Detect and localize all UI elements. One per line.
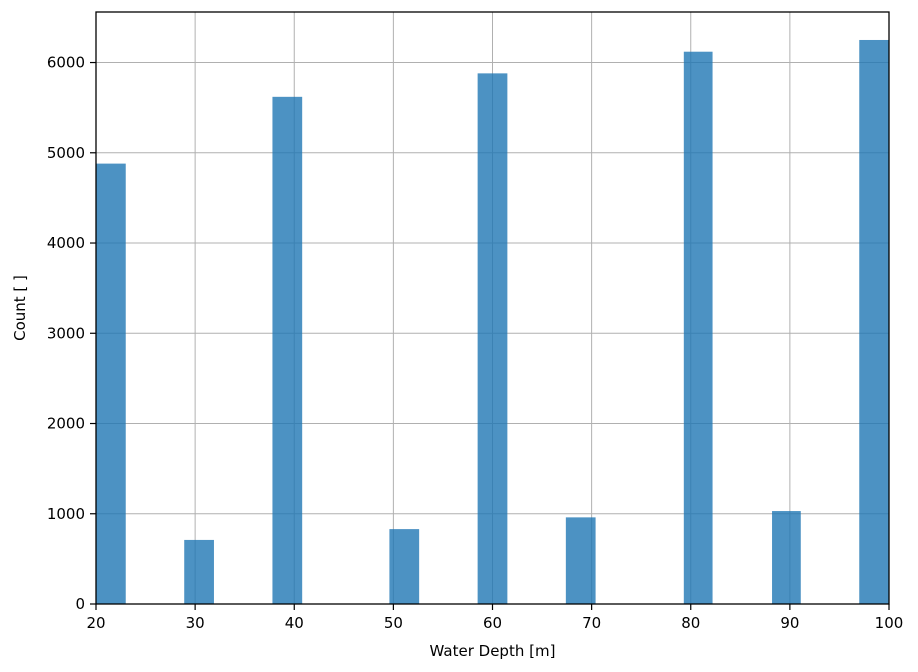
y-tick-label: 6000 bbox=[47, 54, 85, 72]
histogram-bar bbox=[565, 517, 596, 604]
y-tick-label: 4000 bbox=[47, 234, 85, 252]
x-tick-label: 20 bbox=[86, 614, 105, 632]
histogram-bar bbox=[683, 51, 713, 604]
x-tick-label: 90 bbox=[780, 614, 799, 632]
histogram-bar bbox=[184, 539, 214, 604]
x-tick-label: 80 bbox=[681, 614, 700, 632]
histogram-bar bbox=[96, 163, 126, 605]
histogram-bar bbox=[272, 96, 303, 604]
y-tick-label: 5000 bbox=[47, 144, 85, 162]
histogram-bar bbox=[477, 73, 508, 605]
x-axis-title: Water Depth [m] bbox=[430, 642, 556, 660]
y-tick-label: 3000 bbox=[47, 324, 85, 342]
y-tick-label: 0 bbox=[75, 595, 85, 613]
x-tick-label: 30 bbox=[186, 614, 205, 632]
bars-layer bbox=[96, 39, 889, 605]
x-tick-label: 40 bbox=[285, 614, 304, 632]
x-tick-label: 50 bbox=[384, 614, 403, 632]
histogram-bar bbox=[859, 39, 889, 605]
x-tick-label: 100 bbox=[875, 614, 904, 632]
y-tick-label: 1000 bbox=[47, 505, 85, 523]
x-tick-label: 70 bbox=[582, 614, 601, 632]
y-tick-label: 2000 bbox=[47, 415, 85, 433]
x-tick-label: 60 bbox=[483, 614, 502, 632]
ticks-layer: 20 30 40 50 60 70 80 90 100010002000300040005000… bbox=[47, 54, 904, 632]
histogram-bar bbox=[772, 511, 801, 604]
histogram-bar bbox=[389, 529, 420, 604]
y-axis-title: Count [ ] bbox=[11, 275, 29, 341]
